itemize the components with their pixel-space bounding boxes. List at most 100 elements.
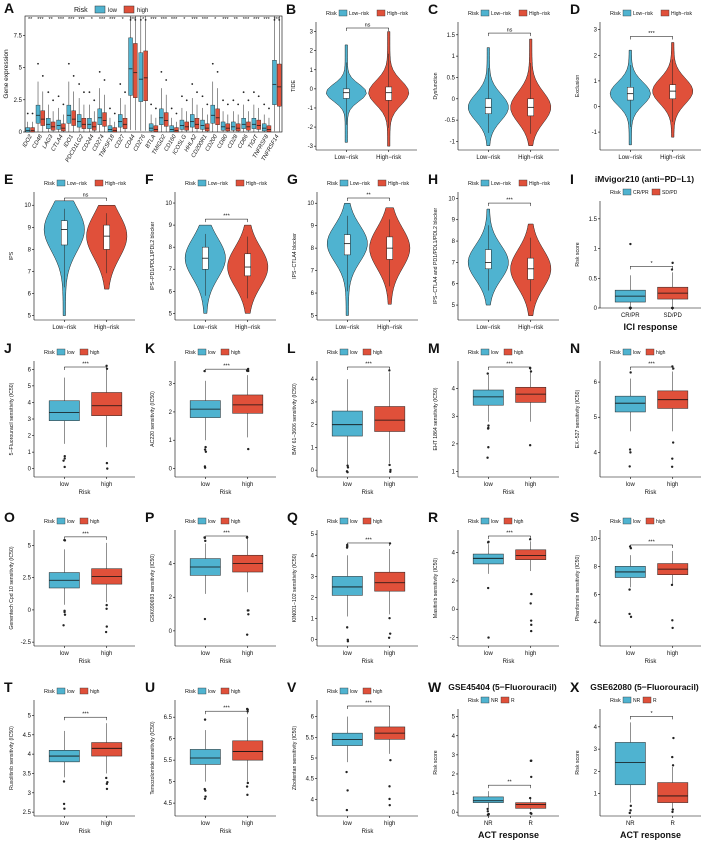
outlier-point: [528, 538, 532, 541]
box-high: [122, 118, 128, 129]
outlier-point: [109, 107, 111, 110]
box-low: [343, 88, 350, 99]
y-tick-label: 0: [311, 468, 315, 474]
y-tick-label: 3: [311, 400, 315, 406]
outlier-point: [345, 626, 349, 629]
y-tick-label: 9: [452, 218, 456, 224]
significance-label: ***: [223, 531, 230, 537]
box-low: [148, 123, 154, 132]
box-high: [40, 110, 46, 126]
y-tick-label: 0: [452, 97, 456, 103]
legend-title: Risk: [468, 181, 479, 187]
significance-bracket: [346, 27, 389, 31]
y-tick-label: -0.5: [445, 118, 456, 124]
box-low: [472, 796, 504, 803]
y-tick-label: 3: [28, 417, 32, 423]
outlier-point: [93, 99, 96, 102]
box-low: [169, 125, 174, 132]
x-axis-title: ICI response: [623, 322, 677, 332]
outlier-point: [486, 456, 489, 459]
y-tick-label: 7: [311, 269, 315, 275]
x-axis-title: Risk: [220, 659, 233, 665]
legend-label-low: Low−risk: [350, 181, 370, 187]
x-tick-label: low: [343, 821, 353, 827]
outlier-point: [247, 447, 250, 451]
y-axis-label: AC220 sensitivity (IC50): [150, 391, 156, 447]
legend-label-high: high: [231, 350, 241, 356]
legend: Risk low high: [327, 517, 383, 525]
y-axis-label: Temozolomide sensitivity (IC50): [150, 721, 156, 794]
legend-swatch-high: [518, 179, 528, 187]
y-tick-label: 5: [28, 713, 32, 719]
legend-swatch-high: [123, 5, 135, 14]
panel-t: T Risk low high 2.5 3 3.5 4 4.5 5 Ruxolitinib sens…: [4, 679, 135, 835]
significance-label: ***: [648, 362, 655, 368]
y-tick-label: 4: [594, 620, 598, 626]
legend-label-high: High−risk: [388, 181, 409, 187]
legend-label-low: low: [633, 519, 641, 525]
legend-swatch-low: [480, 696, 490, 704]
panel-x: X GSE62080 (5−Fluorouracil) Risk NR R 1 2 3 4 Ris…: [570, 679, 701, 840]
legend: Risk low high: [185, 517, 241, 525]
legend: Risk Low−risk High−risk: [610, 9, 692, 17]
outlier-point: [246, 710, 249, 713]
outlier-point: [529, 619, 533, 622]
y-tick-label: -2: [450, 636, 456, 642]
outlier-point: [245, 633, 249, 636]
x-tick-label: High−risk: [660, 155, 686, 161]
y-axis-label: IPS: [9, 251, 15, 260]
outlier-point: [181, 95, 183, 98]
box-low: [251, 118, 257, 129]
y-tick-label: 2: [452, 442, 456, 448]
outlier-point: [62, 103, 65, 106]
box-low: [138, 52, 144, 102]
box-high: [92, 121, 97, 131]
x-tick-label: SD/PD: [664, 313, 683, 319]
y-axis-label: BAY 61−3606 sensitivity (IC50): [292, 383, 298, 455]
significance-label: **: [49, 17, 54, 23]
box-high: [112, 127, 117, 133]
y-tick-label: 0: [28, 608, 32, 614]
legend-swatch-high: [220, 348, 230, 356]
y-tick-label: 5: [28, 384, 32, 390]
outlier-point: [629, 371, 632, 374]
box-high: [515, 386, 547, 403]
y-tick-label: 1.5: [447, 33, 456, 39]
legend-title: Risk: [327, 350, 338, 356]
outlier-point: [204, 450, 208, 453]
y-tick-label: 2: [452, 579, 456, 585]
outlier-point: [628, 612, 631, 616]
y-tick-label: 3: [169, 382, 173, 388]
legend-swatch-low: [339, 687, 349, 695]
outlier-point: [387, 636, 391, 639]
y-tick-label: 5: [28, 314, 32, 320]
box-low: [179, 119, 185, 130]
y-tick-label: 6: [28, 367, 32, 373]
y-tick-label: 5.5: [306, 735, 315, 741]
outlier-point: [486, 427, 490, 430]
panel-e: E Risk Low−risk High−risk 5 6 7 8 9 10 IPS Low−risk…: [4, 171, 135, 331]
box-high: [657, 782, 689, 803]
y-tick-label: 2.5: [14, 98, 23, 104]
significance-label: ***: [365, 701, 372, 707]
box-low: [190, 114, 195, 128]
box-low: [87, 118, 92, 129]
legend-swatch-low: [622, 9, 632, 17]
significance-bracket: [347, 366, 390, 370]
significance-bracket: [630, 716, 673, 720]
outlier-point: [204, 445, 207, 449]
y-tick-label: 0.5: [589, 276, 598, 282]
y-tick-label: 5: [311, 532, 315, 538]
significance-label: ***: [274, 17, 281, 23]
legend-label-low: Low−risk: [491, 11, 511, 17]
legend-title: Risk: [468, 519, 479, 525]
legend-label-high: High−risk: [671, 11, 692, 17]
y-tick-label: 10: [165, 201, 172, 207]
legend: Risk CR/PR SD/PD: [610, 188, 678, 196]
box-high: [385, 86, 392, 101]
y-tick-label: 4.5: [306, 777, 315, 783]
box-high: [232, 394, 264, 414]
outlier-point: [216, 70, 219, 73]
y-tick-label: 4: [169, 562, 173, 568]
